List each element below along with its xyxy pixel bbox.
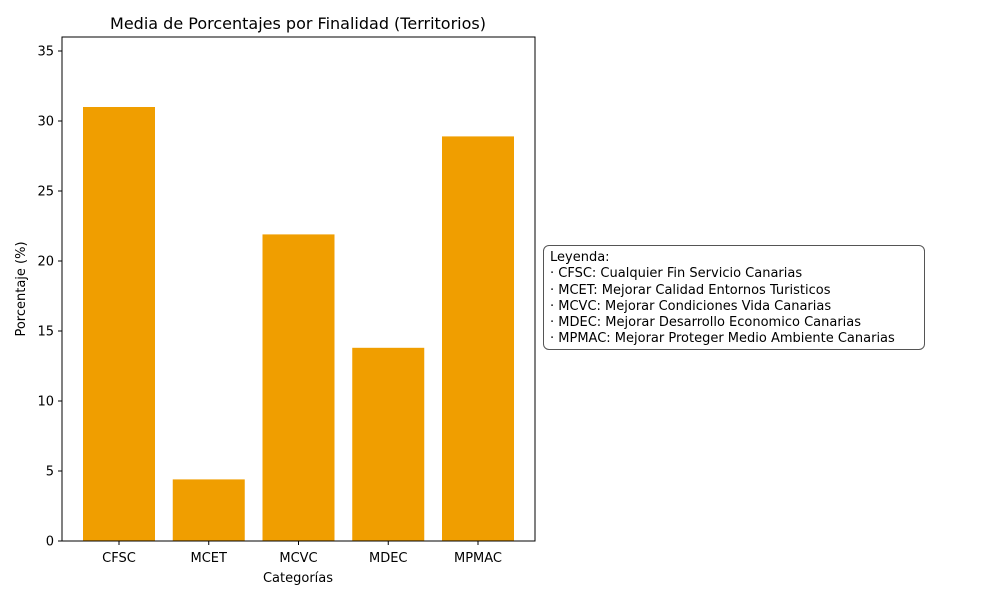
y-tick-label: 5 [46,465,54,480]
y-tick-label: 35 [37,45,54,60]
bar-mdec [352,347,425,541]
legend-entry-cfsc: · CFSC: Cualquier Fin Servicio Canarias [550,266,803,282]
legend-title: Leyenda: [550,250,610,265]
y-tick-label: 10 [37,395,54,410]
legend-entry-mcet: · MCET: Mejorar Calidad Entornos Turisti… [550,282,831,298]
legend-entry-mpmac: · MPMAC: Mejorar Proteger Medio Ambiente… [550,331,895,347]
legend-entry-mcvc: · MCVC: Mejorar Condiciones Vida Canaria… [550,298,832,314]
chart-title: Media de Porcentajes por Finalidad (Terr… [110,14,486,33]
x-tick-label: MCET [191,551,228,566]
legend-entry-mdec: · MDEC: Mejorar Desarrollo Economico Can… [550,315,862,331]
y-tick-label: 25 [37,185,54,200]
bar-mcet [172,479,245,541]
y-tick-label: 30 [37,115,54,130]
legend-box: Leyenda: · CFSC: Cualquier Fin Servicio … [543,245,925,350]
bar-mcvc [262,234,335,541]
x-tick-label: MCVC [279,551,317,566]
y-tick-label: 20 [37,255,54,270]
plot-frame [61,36,536,542]
y-axis-label: Porcentaje (%) [14,241,29,336]
bar-cfsc [83,107,155,541]
bar-mpmac [442,136,514,541]
x-axis-label: Categorías [263,571,333,586]
x-tick-label: CFSC [102,551,136,566]
x-tick-label: MDEC [369,551,408,566]
x-tick-label: MPMAC [454,551,502,566]
y-tick-label: 0 [46,535,54,550]
y-tick-label: 15 [37,325,54,340]
